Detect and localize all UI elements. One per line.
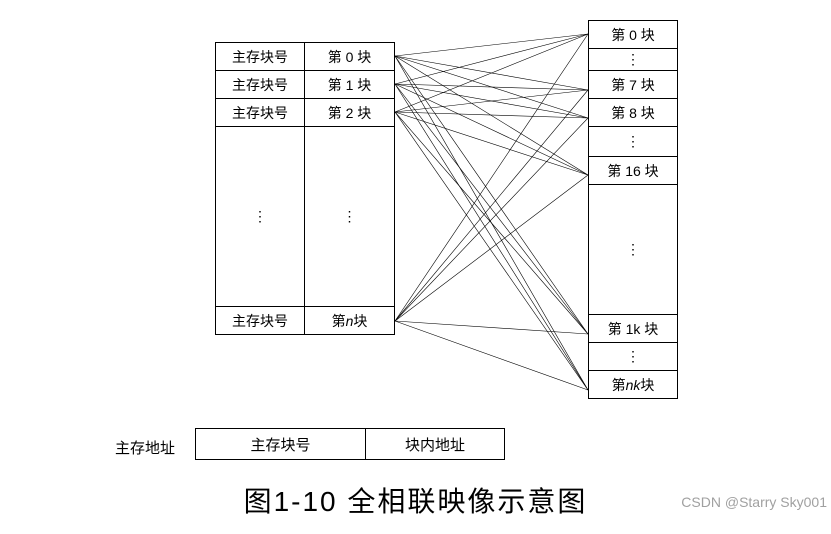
address-fields: 主存块号 块内地址: [195, 428, 505, 460]
tag-cell: 主存块号: [216, 99, 305, 126]
vdots-icon: ⋮: [589, 343, 677, 371]
address-label: 主存地址: [115, 437, 175, 458]
block-cell: 第 2 块: [305, 99, 394, 126]
memory-table: 第 0 块 ⋮ 第 7 块 第 8 块 ⋮ 第 16 块 ⋮ 第 1k 块 ⋮ …: [588, 20, 678, 399]
tag-cell: 主存块号: [216, 43, 305, 70]
vdots-icon: ⋮: [216, 127, 305, 306]
cache-row-0: 主存块号 第 0 块: [216, 43, 394, 71]
addr-field-offset: 块内地址: [366, 429, 504, 459]
cache-table: 主存块号 第 0 块 主存块号 第 1 块 主存块号 第 2 块 ⋮ ⋮ 主存块…: [215, 42, 395, 335]
mem-row-16: 第 16 块: [589, 157, 677, 185]
addr-field-tag: 主存块号: [196, 429, 366, 459]
mem-row-1k: 第 1k 块: [589, 315, 677, 343]
block-cell: 第 0 块: [305, 43, 394, 70]
n-var: n: [346, 313, 354, 329]
vdots-icon: ⋮: [589, 127, 677, 157]
block-cell: 第 n 块: [305, 307, 394, 334]
mem-row-0: 第 0 块: [589, 21, 677, 49]
cache-row-1: 主存块号 第 1 块: [216, 71, 394, 99]
diagram-canvas: 主存块号 第 0 块 主存块号 第 1 块 主存块号 第 2 块 ⋮ ⋮ 主存块…: [0, 0, 831, 460]
block-cell: 第 1 块: [305, 71, 394, 98]
tag-cell: 主存块号: [216, 71, 305, 98]
mem-row-8: 第 8 块: [589, 99, 677, 127]
mem-row-7: 第 7 块: [589, 71, 677, 99]
cache-row-n: 主存块号 第 n 块: [216, 307, 394, 335]
vdots-icon: ⋮: [589, 185, 677, 315]
watermark-text: CSDN @Starry Sky001: [681, 494, 827, 510]
mapping-lines: [0, 0, 831, 460]
cache-ellipsis-row: ⋮ ⋮: [216, 127, 394, 307]
vdots-icon: ⋮: [305, 127, 394, 306]
cache-row-2: 主存块号 第 2 块: [216, 99, 394, 127]
mem-row-nk: 第 nk 块: [589, 371, 677, 399]
tag-cell: 主存块号: [216, 307, 305, 334]
vdots-icon: ⋮: [589, 49, 677, 71]
